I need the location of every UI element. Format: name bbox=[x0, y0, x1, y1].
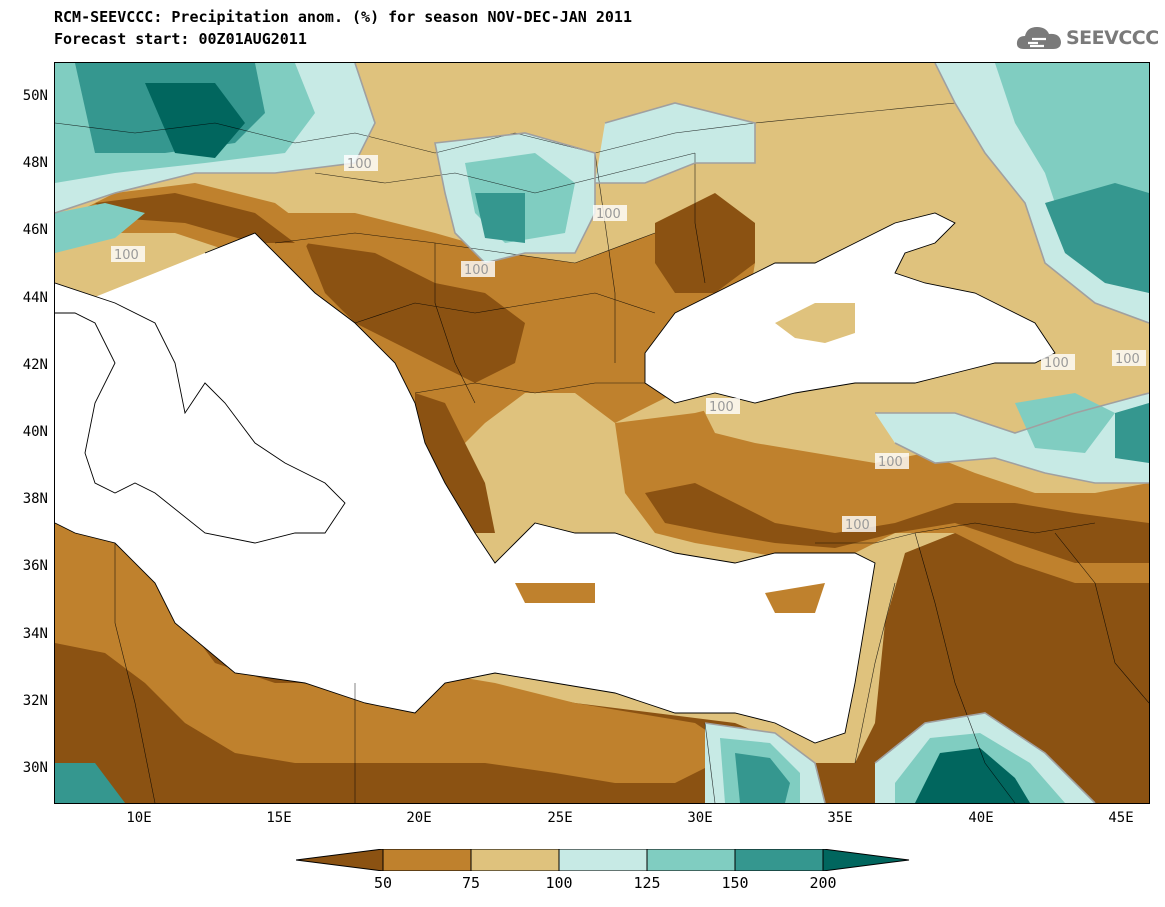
contour-labels: 100 100 100 100 100 100 100 100 100 bbox=[111, 155, 1146, 533]
lat-tick-label: 32N bbox=[22, 693, 48, 709]
crimea bbox=[775, 303, 855, 343]
colorbar-segment-above-200 bbox=[822, 849, 910, 871]
contour-label: 100 bbox=[1115, 352, 1140, 367]
lon-tick-label: 45E bbox=[1108, 810, 1134, 826]
contour-label: 100 bbox=[114, 248, 139, 263]
lat-tick-label: 30N bbox=[22, 760, 48, 776]
colorbar-tick-label: 150 bbox=[721, 874, 749, 892]
anomaly-region-125-150-caucasus bbox=[1015, 393, 1115, 453]
anomaly-region-below-50-balkans bbox=[305, 243, 525, 383]
anomaly-region-below-50-alps bbox=[95, 193, 295, 243]
colorbar-tick-label: 100 bbox=[545, 874, 573, 892]
cloud-icon bbox=[1016, 27, 1061, 49]
colorbar-segment-100-125 bbox=[558, 849, 648, 871]
map-panel: 100 100 100 100 100 100 100 100 100 bbox=[54, 62, 1150, 804]
anomaly-region-over-200-central-europe bbox=[145, 83, 245, 158]
anomaly-region-below-50-greece bbox=[415, 393, 495, 533]
anomaly-region-150-200-west bbox=[55, 763, 125, 803]
colorbar bbox=[296, 849, 910, 871]
colorbar-tick-label: 200 bbox=[809, 874, 837, 892]
contour-label: 100 bbox=[347, 157, 372, 172]
crete bbox=[515, 583, 595, 603]
logo-text: SEEVCCC bbox=[1066, 27, 1159, 49]
anomaly-region-150-200-russia bbox=[1045, 183, 1149, 293]
lon-tick-label: 40E bbox=[968, 810, 994, 826]
chart-title-line-2: Forecast start: 00Z01AUG2011 bbox=[54, 30, 307, 48]
map-canvas: 100 100 100 100 100 100 100 100 100 bbox=[55, 63, 1149, 803]
colorbar-segment-50-75 bbox=[382, 849, 472, 871]
contour-label: 100 bbox=[845, 518, 870, 533]
lon-tick-label: 30E bbox=[687, 810, 713, 826]
colorbar-segment-125-150 bbox=[646, 849, 736, 871]
lon-tick-label: 15E bbox=[266, 810, 292, 826]
anomaly-region-below-50-ukraine bbox=[655, 193, 755, 293]
country-borders bbox=[55, 102, 1149, 803]
mediterranean-sea bbox=[55, 233, 875, 743]
anomaly-region-125-150-alps-west bbox=[55, 203, 145, 253]
anomaly-region-150-200-hungary bbox=[475, 193, 525, 243]
contour-label: 100 bbox=[1044, 356, 1069, 371]
lon-tick-label: 35E bbox=[827, 810, 853, 826]
lat-tick-label: 36N bbox=[22, 558, 48, 574]
coastlines bbox=[55, 212, 1056, 744]
lat-tick-label: 50N bbox=[22, 88, 48, 104]
anomaly-region-150-200-caucasus bbox=[1115, 403, 1149, 463]
colorbar-segment-150-200 bbox=[734, 849, 824, 871]
contour-label: 100 bbox=[464, 263, 489, 278]
contour-label: 100 bbox=[596, 207, 621, 222]
lat-tick-label: 40N bbox=[22, 424, 48, 440]
seevccc-logo: SEEVCCC bbox=[1016, 22, 1159, 54]
colorbar-tick-label: 125 bbox=[633, 874, 661, 892]
lon-tick-label: 10E bbox=[126, 810, 152, 826]
colorbar-segment-75-100 bbox=[470, 849, 560, 871]
lon-tick-label: 20E bbox=[406, 810, 432, 826]
contour-line-100 bbox=[55, 63, 1149, 803]
colorbar-tick-label: 75 bbox=[461, 874, 481, 892]
colorbar-segment-below-50 bbox=[296, 849, 384, 871]
lat-tick-label: 46N bbox=[22, 222, 48, 238]
chart-title-line-1: RCM-SEEVCCC: Precipitation anom. (%) for… bbox=[54, 8, 632, 26]
lat-tick-label: 38N bbox=[22, 491, 48, 507]
anomaly-region-below-50-anatolia bbox=[645, 483, 1149, 563]
lat-tick-label: 48N bbox=[22, 155, 48, 171]
anomaly-region-150-200-egypt bbox=[735, 753, 790, 803]
contour-label: 100 bbox=[878, 455, 903, 470]
colorbar-tick-label: 50 bbox=[373, 874, 393, 892]
anomaly-region-over-200-arabia bbox=[915, 748, 1030, 803]
lat-tick-label: 42N bbox=[22, 357, 48, 373]
lat-tick-label: 44N bbox=[22, 290, 48, 306]
contour-label: 100 bbox=[709, 400, 734, 415]
lon-tick-label: 25E bbox=[547, 810, 573, 826]
cyprus bbox=[765, 583, 825, 613]
lat-tick-label: 34N bbox=[22, 626, 48, 642]
anomaly-region-50-75-africa bbox=[55, 523, 725, 783]
